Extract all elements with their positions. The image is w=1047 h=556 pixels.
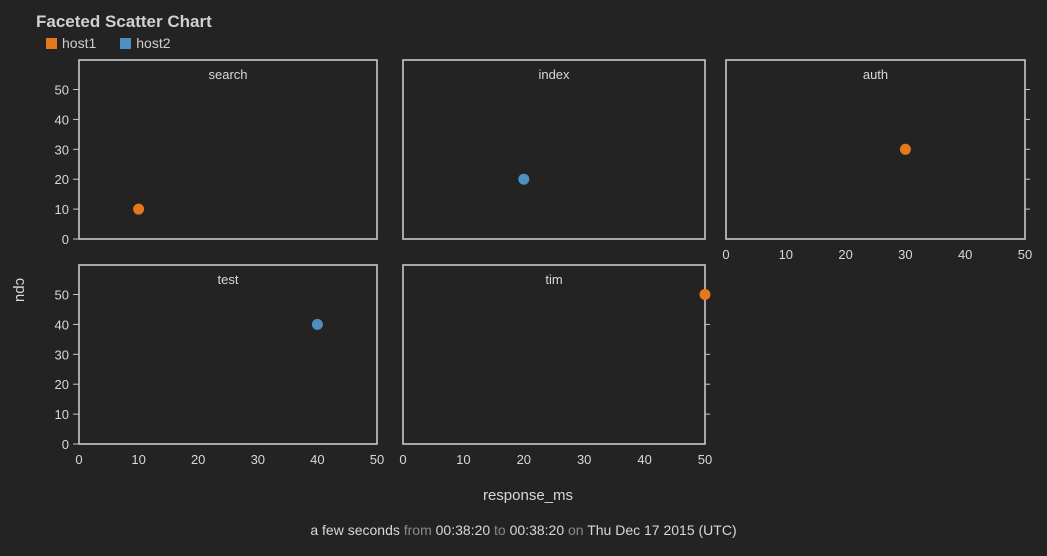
scatter-point-search [133,203,145,215]
scatter-point-test [311,318,323,330]
facet-title-search: search [208,67,247,82]
chart-title: Faceted Scatter Chart [36,12,212,31]
y-tick-label: 20 [55,377,69,392]
y-axis-label: cpu [12,278,29,302]
time-range-footer: a few seconds from 00:38:20 to 00:38:20 … [0,522,1047,538]
y-tick-label: 50 [55,83,69,98]
scatter-point-auth [899,143,911,155]
x-tick-label: 30 [898,247,912,262]
x-tick-label: 40 [310,452,324,467]
footer-on-label: on [568,522,584,538]
x-tick-label: 50 [370,452,384,467]
legend-item-host1[interactable]: host1 [46,35,96,51]
x-tick-label: 40 [958,247,972,262]
x-tick-label: 10 [456,452,470,467]
facet-panel-tim [402,264,706,445]
facet-panel-search [78,59,378,240]
facet-title-tim: tim [545,272,562,287]
legend: host1 host2 [46,35,171,51]
x-tick-label: 40 [637,452,651,467]
legend-swatch-host1 [46,37,57,49]
footer-to-time: 00:38:20 [509,522,565,538]
y-tick-label: 30 [55,142,69,157]
x-axis-label: response_ms [483,487,573,504]
x-tick-label: 50 [698,452,712,467]
legend-item-host2[interactable]: host2 [120,35,171,51]
x-tick-label: 20 [517,452,531,467]
legend-swatch-host2 [120,37,132,49]
facet-panel-auth [725,59,1026,240]
footer-to-label: to [494,522,506,538]
x-tick-label: 10 [131,452,145,467]
facet-title-index: index [538,67,570,82]
facet-title-auth: auth [863,67,888,82]
x-tick-label: 20 [838,247,852,262]
x-tick-label: 50 [1018,247,1032,262]
x-tick-label: 20 [191,452,205,467]
x-tick-label: 0 [75,452,82,467]
footer-duration: a few seconds [310,522,400,538]
scatter-point-index [518,173,530,185]
facet-panel-test [78,264,378,445]
y-tick-label: 10 [55,202,69,217]
x-tick-label: 0 [399,452,406,467]
y-tick-label: 0 [62,232,69,247]
y-tick-label: 20 [55,172,69,187]
y-tick-label: 50 [55,288,69,303]
footer-from-label: from [403,522,432,538]
y-tick-label: 30 [55,347,69,362]
y-tick-label: 40 [55,112,69,127]
x-tick-label: 30 [251,452,265,467]
y-tick-label: 40 [55,317,69,332]
footer-date: Thu Dec 17 2015 (UTC) [587,522,737,538]
facet-panel-index [402,59,706,240]
scatter-point-tim [699,289,711,300]
legend-label-host2: host2 [136,35,171,51]
legend-label-host1: host1 [62,35,97,51]
facet-title-test: test [218,272,239,287]
y-tick-label: 0 [62,437,69,452]
x-tick-label: 10 [779,247,793,262]
y-tick-label: 10 [55,407,69,422]
x-tick-label: 0 [722,247,729,262]
x-tick-label: 30 [577,452,591,467]
footer-from-time: 00:38:20 [435,522,491,538]
